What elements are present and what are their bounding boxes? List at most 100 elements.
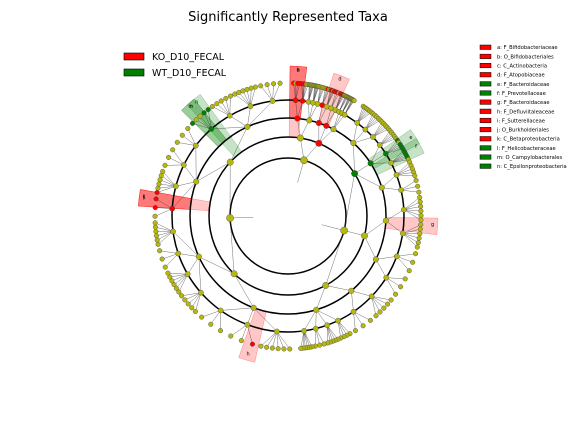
branch-251 [182, 135, 196, 146]
branch-127 [401, 186, 418, 191]
taxon-node-75 [351, 98, 357, 104]
taxon-node-118 [378, 184, 385, 191]
taxon-node-254 [208, 126, 215, 132]
branch-248 [172, 149, 184, 166]
taxon-node-163 [367, 317, 373, 323]
branch-90 [365, 118, 379, 130]
taxon-node-200 [249, 341, 255, 347]
branch-159 [371, 296, 384, 309]
taxon-node-70 [341, 111, 348, 118]
branch-158 [371, 296, 388, 305]
taxon-node-194 [281, 346, 287, 352]
branch-205 [210, 310, 221, 325]
branch-142 [402, 233, 420, 239]
branch-231 [155, 222, 174, 232]
taxon-node-8 [299, 98, 306, 104]
key-swatch-a [479, 44, 492, 50]
chart-title: Significantly Represented Taxa [188, 10, 388, 25]
taxon-node-202 [228, 333, 234, 339]
taxon-node-272 [252, 84, 258, 90]
branch-184 [303, 330, 310, 348]
branch-190 [229, 218, 235, 274]
branch-137 [403, 209, 422, 221]
branch-105 [370, 153, 386, 164]
branch-42 [326, 89, 331, 107]
taxon-node-35 [315, 119, 322, 126]
branch-201 [241, 324, 248, 341]
branch-180 [315, 328, 320, 346]
taxon-node-139 [418, 222, 424, 228]
branch-214 [187, 256, 199, 275]
branch-144 [402, 233, 418, 248]
branch-120 [396, 162, 410, 176]
branch-262 [216, 103, 230, 116]
branch-128 [401, 189, 419, 193]
branch-230 [155, 226, 174, 232]
taxon-node-150 [383, 274, 390, 281]
branch-172 [316, 309, 328, 326]
taxon-node-157 [388, 297, 394, 303]
taxon-node-234 [169, 205, 176, 212]
branch-102 [379, 134, 394, 146]
taxon-node-217 [171, 282, 177, 288]
branch-261 [212, 106, 230, 116]
legend-label-wt: WT_D10_FECAL [152, 68, 227, 79]
branch-196 [272, 331, 278, 349]
branch-165 [353, 311, 356, 331]
branch-264 [225, 98, 230, 116]
taxon-node-232 [226, 158, 234, 166]
taxon-node-142 [416, 235, 422, 241]
branch-44 [326, 90, 333, 107]
taxon-node-161 [373, 313, 379, 319]
branch-157 [371, 296, 392, 301]
branch-112 [390, 150, 404, 163]
taxon-node-229 [153, 228, 159, 234]
taxon-node-165 [352, 328, 358, 334]
taxon-node-215 [176, 289, 182, 295]
clade-label-i: i [143, 194, 144, 200]
branch-139 [402, 224, 421, 234]
branch-265 [229, 96, 231, 116]
taxon-node-238 [173, 183, 179, 190]
key-swatch-d [479, 72, 492, 78]
highlight-bands [138, 65, 439, 363]
branch-155 [325, 285, 352, 291]
clade-key: a: F_Bifidobacteriaceae b: O_Bifidobacter… [479, 44, 567, 170]
branch-54 [335, 94, 342, 111]
taxon-node-192 [274, 328, 280, 335]
branch-219 [169, 274, 188, 278]
branch-147 [396, 253, 416, 257]
taxon-node-251 [179, 132, 185, 138]
taxon-node-155 [348, 287, 355, 294]
branch-122 [396, 168, 413, 176]
branch-117 [391, 159, 409, 164]
branch-131 [385, 209, 404, 221]
branch-76 [321, 224, 345, 231]
branch-121 [396, 165, 412, 176]
branch-168 [337, 320, 351, 334]
taxon-node-223 [159, 256, 165, 262]
branch-218 [171, 274, 188, 282]
branch-169 [337, 320, 348, 336]
branch-39 [322, 89, 329, 106]
branch-28 [312, 86, 320, 103]
clade-label-k: k [143, 194, 146, 200]
branch-198 [260, 331, 278, 347]
key-swatch-l [479, 145, 492, 151]
taxon-node-231 [152, 220, 158, 226]
branch-133 [403, 201, 421, 210]
branch-80 [357, 106, 364, 123]
taxon-node-180 [317, 342, 323, 348]
taxon-node-134 [418, 203, 424, 209]
branch-49 [330, 91, 336, 109]
taxon-node-237 [153, 196, 159, 202]
branch-221 [178, 253, 199, 257]
taxon-node-131 [401, 206, 407, 213]
branch-254 [211, 126, 248, 130]
taxon-node-213 [179, 293, 185, 299]
taxon-node-221 [175, 250, 182, 257]
branch-63 [338, 97, 348, 112]
branch-40 [322, 89, 330, 106]
branch-91 [365, 120, 381, 130]
